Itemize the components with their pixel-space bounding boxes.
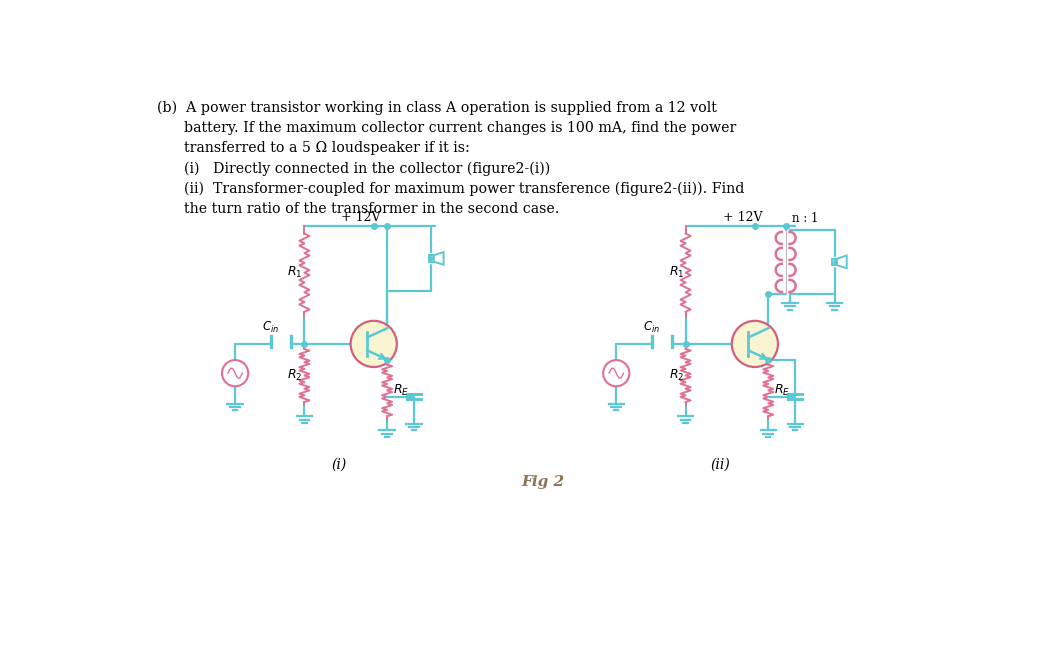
- Text: n : 1: n : 1: [792, 212, 819, 225]
- Text: (b)  A power transistor working in class A operation is supplied from a 12 volt
: (b) A power transistor working in class …: [157, 100, 744, 216]
- Text: (ii): (ii): [711, 458, 730, 471]
- Polygon shape: [837, 255, 847, 268]
- Circle shape: [604, 360, 629, 386]
- Text: $C_{in}$: $C_{in}$: [643, 320, 661, 335]
- Bar: [429, 255, 434, 261]
- Polygon shape: [434, 252, 444, 265]
- Circle shape: [222, 360, 248, 386]
- Text: $R_2$: $R_2$: [287, 368, 303, 383]
- Text: $C_{in}$: $C_{in}$: [262, 320, 280, 335]
- Text: $R_E$: $R_E$: [393, 383, 410, 398]
- Circle shape: [351, 321, 397, 367]
- Text: (i): (i): [331, 458, 346, 471]
- Text: $R_E$: $R_E$: [774, 383, 791, 398]
- Text: $R_2$: $R_2$: [668, 368, 684, 383]
- Text: $R_1$: $R_1$: [668, 265, 684, 280]
- Bar: [832, 259, 837, 265]
- Text: Fig 2: Fig 2: [522, 475, 564, 489]
- Text: + 12V: + 12V: [341, 211, 381, 223]
- Circle shape: [732, 321, 778, 367]
- Text: + 12V: + 12V: [722, 211, 762, 223]
- Text: $R_1$: $R_1$: [287, 265, 303, 280]
